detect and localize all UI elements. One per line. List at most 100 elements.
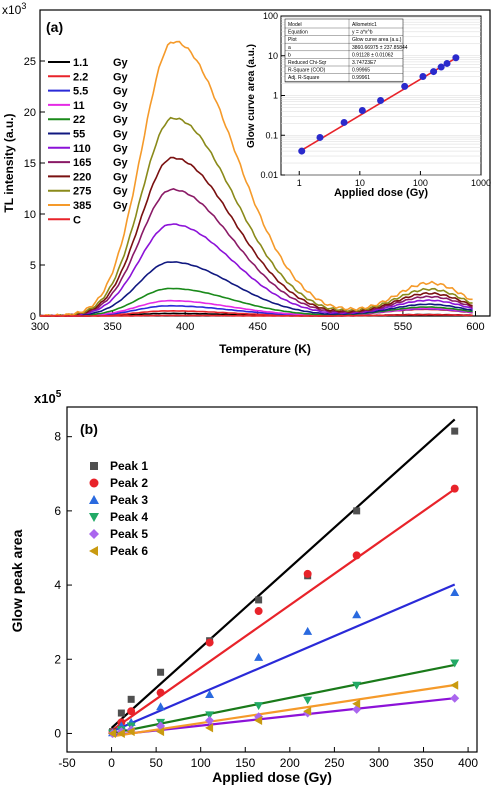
inset-y-tick-label: 0.1 bbox=[265, 130, 278, 140]
fit-line-peak-1 bbox=[110, 418, 456, 729]
panel-a-y-tick-label: 25 bbox=[24, 56, 36, 68]
panel-b-x-axis-label: Applied dose (Gy) bbox=[212, 769, 332, 785]
panel-b-legend: Peak 1 Peak 2 Peak 3 Peak 4 Peak 5 Peak 6 bbox=[89, 459, 148, 558]
panel-a-x-tick-label: 350 bbox=[103, 321, 121, 333]
legend-label: 220 bbox=[73, 171, 91, 183]
panel-b-ticks: -50 0 50 100 150 200 250 300 350 400 0 2 4 6 8 bbox=[54, 430, 478, 770]
inset-x-tick-label: 100 bbox=[413, 178, 428, 188]
legend-label: 11 bbox=[73, 100, 85, 112]
fit-table-value: 3860.66975 ± 237.85844 bbox=[352, 45, 408, 51]
fit-table-value: y = a*x^b bbox=[352, 30, 373, 36]
glow-curve-55 bbox=[39, 261, 473, 317]
data-point-peak-6 bbox=[156, 727, 165, 737]
panel-b-y-tick-label: 8 bbox=[54, 430, 61, 444]
panel-a-y-tick-label: 20 bbox=[24, 107, 36, 119]
fit-line-peak-4 bbox=[111, 663, 455, 735]
legend-marker-peak-1 bbox=[90, 462, 98, 470]
panel-b-x-tick-label: 50 bbox=[149, 756, 163, 770]
legend-marker-peak-3 bbox=[89, 495, 99, 504]
legend-label: Peak 1 bbox=[110, 459, 148, 473]
glow-curve-220 bbox=[39, 156, 473, 317]
fit-table-frame bbox=[284, 18, 404, 83]
inset-point bbox=[437, 63, 445, 71]
data-point-peak-6 bbox=[352, 699, 361, 709]
legend-marker-peak-5 bbox=[89, 529, 99, 539]
panel-b-y-tick-label: 6 bbox=[54, 504, 61, 518]
panel-b: (b) x105 Applied dose (Gy) Glow peak are… bbox=[9, 389, 478, 785]
panel-a-y-axis-label: TL intensity (a.u.) bbox=[2, 113, 16, 212]
data-point-peak-5 bbox=[205, 715, 215, 725]
data-point-peak-1 bbox=[451, 427, 459, 435]
fit-table-value: 0.99961 bbox=[352, 75, 370, 81]
panel-b-x-tick-label: -50 bbox=[58, 756, 76, 770]
inset-x-tick-label: 1000 bbox=[471, 178, 491, 188]
panel-a-y-multiplier-exp: 3 bbox=[21, 1, 26, 11]
data-point-peak-4 bbox=[450, 659, 460, 668]
legend-label: 55 bbox=[73, 129, 85, 141]
panel-b-y-multiplier: x105 bbox=[34, 389, 62, 406]
inset-y-tick-label: 1 bbox=[273, 91, 278, 101]
data-point-peak-2 bbox=[352, 551, 361, 560]
data-point-peak-3 bbox=[156, 702, 166, 711]
inset-y-axis-label: Glow curve area (a.u.) bbox=[246, 44, 257, 148]
legend-label: 110 bbox=[73, 143, 91, 155]
panel-b-x-tick-label: 100 bbox=[191, 756, 211, 770]
panel-a-x-tick-label: 400 bbox=[176, 321, 194, 333]
panel-b-y-tick-label: 0 bbox=[54, 726, 61, 740]
fit-table-key: b bbox=[288, 52, 291, 58]
panel-b-x-tick-label: 350 bbox=[414, 756, 434, 770]
panel-b-y-multiplier-exp: 5 bbox=[56, 389, 62, 400]
inset-point bbox=[452, 54, 460, 62]
inset-point bbox=[298, 147, 306, 155]
legend-unit: Gy bbox=[113, 114, 129, 126]
legend-label: Peak 3 bbox=[110, 493, 148, 507]
legend-unit: Gy bbox=[113, 57, 129, 69]
legend-label: 1.1 bbox=[73, 57, 88, 69]
panel-b-x-tick-label: 400 bbox=[458, 756, 478, 770]
inset-point bbox=[316, 133, 324, 141]
inset-point bbox=[443, 59, 451, 67]
panel-b-y-multiplier-base: x10 bbox=[34, 391, 56, 406]
legend-unit: Gy bbox=[113, 129, 129, 141]
data-point-peak-6 bbox=[254, 715, 263, 725]
legend-label: Peak 2 bbox=[110, 476, 148, 490]
legend-unit: Gy bbox=[113, 157, 129, 169]
data-point-peak-6 bbox=[116, 728, 125, 738]
panel-a-legend: 1.1 Gy 2.2 Gy 5.5 Gy 11 Gy 22 Gy 55 Gy 110 Gy 165 Gy 220… bbox=[48, 57, 129, 226]
fit-line-peak-5 bbox=[111, 697, 455, 737]
fit-table-value: 3.74723E7 bbox=[352, 60, 376, 66]
fit-table-value: 0.91128 ± 0.01062 bbox=[352, 52, 394, 58]
panel-a-x-tick-label: 300 bbox=[31, 321, 49, 333]
data-point-peak-6 bbox=[205, 723, 214, 733]
inset-y-tick-label: 100 bbox=[263, 11, 278, 21]
fit-table-key: Model bbox=[288, 22, 302, 28]
data-point-peak-2 bbox=[205, 638, 214, 647]
inset-point bbox=[377, 96, 385, 104]
legend-unit: Gy bbox=[113, 143, 129, 155]
inset-y-tick-label: 0.01 bbox=[260, 170, 278, 180]
data-point-peak-3 bbox=[352, 610, 362, 619]
legend-unit: Gy bbox=[113, 86, 129, 98]
legend-label: 2.2 bbox=[73, 71, 88, 83]
inset-x-axis-label: Applied dose (Gy) bbox=[334, 187, 428, 199]
data-point-peak-5 bbox=[450, 693, 460, 703]
data-point-peak-6 bbox=[303, 706, 312, 716]
panel-b-y-tick-label: 4 bbox=[54, 578, 61, 592]
legend-label: 385 bbox=[73, 200, 91, 212]
legend-label: C bbox=[73, 214, 81, 226]
fit-table-key: Equation bbox=[288, 30, 308, 36]
data-point-peak-2 bbox=[127, 707, 136, 716]
legend-unit: Gy bbox=[113, 200, 129, 212]
legend-unit: Gy bbox=[113, 71, 129, 83]
legend-label: Peak 5 bbox=[110, 527, 148, 541]
legend-marker-peak-6 bbox=[89, 546, 98, 556]
panel-b-y-axis-label: Glow peak area bbox=[9, 529, 25, 632]
panel-a-label: (a) bbox=[46, 19, 63, 35]
legend-unit: Gy bbox=[113, 186, 129, 198]
inset-points bbox=[298, 54, 460, 155]
glow-curve-110 bbox=[39, 223, 473, 317]
fit-table-key: Adj. R-Square bbox=[288, 75, 320, 81]
inset-fit-table: Model Allometric1 Equation y = a*x^b Plot Glo… bbox=[284, 18, 408, 83]
fit-line-peak-2 bbox=[110, 488, 456, 732]
